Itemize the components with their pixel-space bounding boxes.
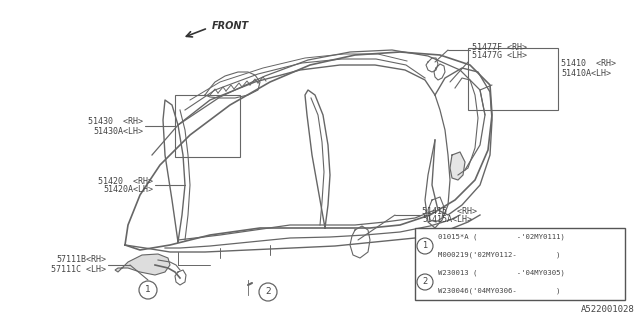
Text: 51410  <RH>: 51410 <RH>: [561, 59, 616, 68]
Circle shape: [139, 281, 157, 299]
Text: FRONT: FRONT: [212, 21, 249, 31]
Text: 51410A<LH>: 51410A<LH>: [561, 68, 611, 77]
Circle shape: [417, 274, 433, 290]
Text: 51430A<LH>: 51430A<LH>: [93, 126, 143, 135]
Text: 51430  <RH>: 51430 <RH>: [88, 117, 143, 126]
Circle shape: [259, 283, 277, 301]
Text: 57111B<RH>: 57111B<RH>: [56, 255, 106, 265]
Text: 1: 1: [422, 242, 428, 251]
Polygon shape: [450, 152, 465, 180]
Text: 1: 1: [145, 285, 151, 294]
Text: 51477F <RH>: 51477F <RH>: [472, 43, 527, 52]
Text: 57111C <LH>: 57111C <LH>: [51, 265, 106, 274]
Text: 51415  <RH>: 51415 <RH>: [422, 206, 477, 215]
Polygon shape: [115, 254, 170, 275]
Text: 2: 2: [422, 277, 428, 286]
Text: W230013 (         -'04MY0305): W230013 ( -'04MY0305): [438, 270, 565, 276]
Text: W230046('04MY0306-         ): W230046('04MY0306- ): [438, 288, 561, 294]
Text: 51420A<LH>: 51420A<LH>: [103, 186, 153, 195]
Bar: [175, 95, 240, 157]
Text: M000219('02MY0112-         ): M000219('02MY0112- ): [438, 252, 561, 258]
Text: 51477G <LH>: 51477G <LH>: [472, 52, 527, 60]
Text: 51420  <RH>: 51420 <RH>: [98, 177, 153, 186]
Text: 01015*A (         -'02MY0111): 01015*A ( -'02MY0111): [438, 234, 565, 240]
Bar: [415, 228, 625, 300]
Bar: [468, 48, 558, 110]
Text: 51415A<LH>: 51415A<LH>: [422, 215, 472, 225]
Text: 2: 2: [265, 287, 271, 297]
Text: A522001028: A522001028: [581, 305, 635, 314]
Circle shape: [417, 238, 433, 254]
